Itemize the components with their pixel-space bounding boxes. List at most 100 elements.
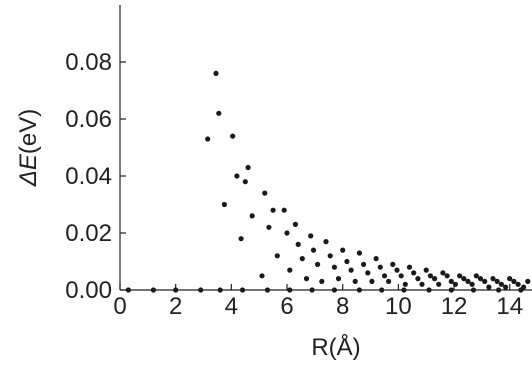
data-point bbox=[521, 284, 527, 290]
data-point bbox=[217, 287, 223, 293]
data-point bbox=[125, 287, 131, 293]
data-point bbox=[238, 236, 244, 242]
data-point bbox=[419, 281, 425, 287]
data-point bbox=[515, 281, 521, 287]
data-point bbox=[356, 250, 362, 256]
data-point bbox=[494, 278, 500, 284]
data-point bbox=[262, 190, 268, 196]
data-point bbox=[444, 273, 450, 279]
x-tick-label: 2 bbox=[169, 293, 182, 320]
data-point bbox=[415, 276, 421, 282]
data-point bbox=[308, 233, 314, 239]
data-point bbox=[310, 247, 317, 253]
data-point bbox=[315, 261, 321, 267]
data-point bbox=[469, 281, 475, 287]
data-point bbox=[427, 273, 433, 279]
data-point bbox=[331, 264, 337, 270]
data-point bbox=[365, 270, 371, 276]
data-point bbox=[361, 261, 367, 267]
data-point bbox=[482, 278, 488, 284]
data-point bbox=[274, 253, 280, 259]
data-point bbox=[303, 276, 310, 282]
y-ticks: 0.00 0.02 0.04 0.06 0.08 bbox=[65, 49, 126, 304]
x-tick-label: 12 bbox=[441, 293, 468, 320]
data-point bbox=[198, 287, 204, 293]
data-point bbox=[401, 287, 407, 293]
data-point bbox=[470, 287, 477, 293]
data-point bbox=[423, 267, 429, 273]
data-point bbox=[369, 278, 375, 284]
data-point bbox=[234, 173, 240, 179]
data-point bbox=[287, 287, 293, 293]
y-tick-label: 0.04 bbox=[65, 163, 112, 190]
data-point bbox=[327, 253, 333, 259]
data-point bbox=[348, 267, 354, 273]
data-point bbox=[379, 287, 385, 293]
data-point bbox=[292, 221, 298, 227]
data-point bbox=[264, 287, 271, 293]
data-point bbox=[507, 276, 513, 282]
x-ticks: 0 2 4 6 8 10 12 14 bbox=[113, 284, 523, 320]
data-point bbox=[270, 207, 276, 213]
data-point bbox=[239, 287, 246, 293]
data-point bbox=[448, 287, 454, 293]
data-point bbox=[287, 267, 293, 273]
data-point bbox=[249, 213, 255, 219]
y-tick-label: 0.08 bbox=[65, 49, 112, 76]
data-point bbox=[319, 278, 325, 284]
data-point bbox=[150, 287, 156, 293]
data-point bbox=[457, 273, 463, 279]
data-point bbox=[381, 273, 388, 279]
data-point bbox=[426, 287, 432, 293]
data-point bbox=[461, 276, 467, 282]
data-point bbox=[230, 133, 236, 139]
data-point bbox=[477, 276, 484, 282]
data-point bbox=[335, 276, 342, 282]
x-tick-label: 6 bbox=[280, 293, 293, 320]
axes bbox=[119, 5, 532, 291]
data-point bbox=[299, 256, 305, 262]
y-tick-label: 0.00 bbox=[65, 277, 112, 304]
data-points bbox=[125, 70, 531, 293]
data-point bbox=[259, 273, 265, 279]
data-point bbox=[213, 70, 219, 76]
data-point bbox=[448, 278, 454, 284]
data-point bbox=[525, 278, 531, 284]
data-point bbox=[503, 284, 509, 290]
data-point bbox=[486, 284, 492, 290]
data-point bbox=[394, 267, 400, 273]
data-point bbox=[440, 270, 446, 276]
data-point bbox=[309, 287, 315, 293]
data-point bbox=[205, 136, 211, 142]
data-point bbox=[452, 281, 458, 287]
data-point bbox=[398, 273, 404, 279]
y-axis-title-unit: (eV) bbox=[15, 109, 42, 154]
x-tick-label: 14 bbox=[496, 293, 523, 320]
y-tick-label: 0.06 bbox=[65, 106, 112, 133]
x-tick-label: 4 bbox=[225, 293, 238, 320]
data-point bbox=[402, 281, 408, 287]
data-point bbox=[295, 241, 301, 247]
data-point bbox=[406, 264, 413, 270]
data-point bbox=[496, 287, 502, 293]
data-point bbox=[221, 201, 227, 208]
data-point bbox=[473, 273, 479, 279]
data-point bbox=[281, 207, 287, 213]
y-axis-title-symbol: ΔE bbox=[15, 153, 42, 187]
data-point bbox=[245, 164, 251, 171]
data-point bbox=[216, 110, 222, 116]
data-point bbox=[173, 287, 179, 293]
data-point bbox=[377, 264, 383, 270]
data-point bbox=[340, 247, 346, 253]
data-point bbox=[490, 276, 496, 282]
data-point bbox=[498, 281, 504, 287]
data-point bbox=[356, 287, 362, 293]
y-axis-title: ΔE(eV) bbox=[15, 109, 42, 187]
data-point bbox=[411, 270, 417, 276]
data-point bbox=[344, 258, 350, 265]
data-point bbox=[373, 256, 379, 262]
x-tick-label: 10 bbox=[385, 293, 412, 320]
data-point bbox=[266, 224, 272, 230]
x-tick-label: 8 bbox=[336, 293, 349, 320]
